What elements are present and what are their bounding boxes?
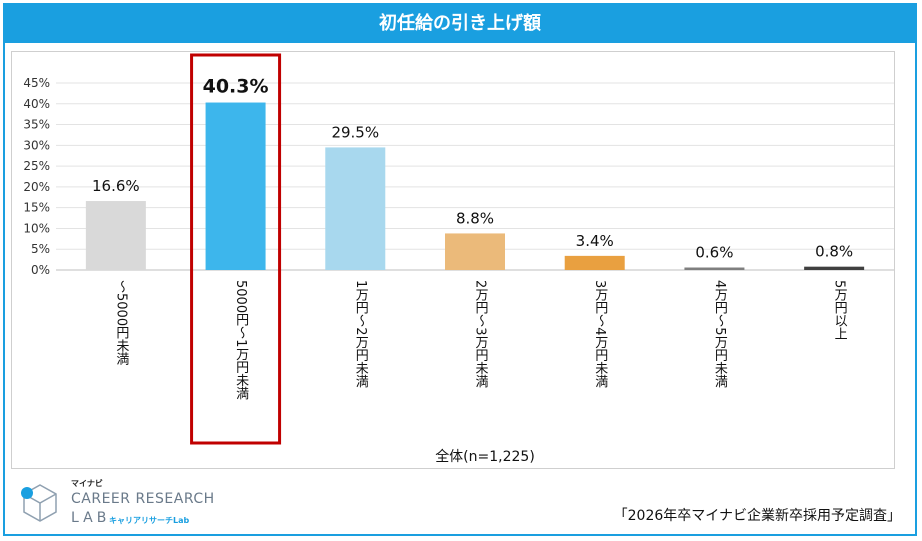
category-label: 5万円以上	[832, 280, 848, 340]
career-research-lab-logo: マイナビ CAREER RESEARCH LAB キャリアリサーチLab	[13, 475, 233, 535]
category-label: 4万円～5万円未満	[712, 280, 728, 388]
logo-brand: マイナビ	[71, 479, 103, 488]
category-label: 5000円～1万円未満	[233, 280, 249, 400]
y-tick-label: 5%	[31, 242, 50, 256]
logo-line1: CAREER RESEARCH	[71, 491, 215, 507]
logo-line2: LAB	[71, 510, 111, 526]
bar	[445, 233, 505, 270]
data-label: 8.8%	[456, 209, 494, 227]
y-tick-label: 15%	[23, 201, 50, 215]
y-tick-label: 45%	[23, 76, 50, 90]
data-label: 16.6%	[92, 177, 140, 195]
bar-chart: 0% 5% 10% 15% 20% 25% 30% 35% 40% 45% 16.6% ～5000円未…	[23, 53, 894, 465]
bar	[684, 267, 745, 270]
logo-subtitle: キャリアリサーチLab	[109, 516, 190, 525]
y-tick-label: 35%	[23, 118, 50, 132]
highlight-box	[190, 53, 282, 445]
data-label: 40.3%	[203, 76, 269, 98]
y-tick-label: 10%	[23, 221, 50, 235]
chart-frame: 初任給の引き上げ額 0% 5% 10% 15% 20% 25% 30% 35% 40% 45% 16…	[3, 3, 917, 536]
category-label: 3万円～4万円未満	[592, 280, 608, 388]
data-label: 3.4%	[576, 232, 614, 250]
data-label: 0.8%	[815, 243, 853, 261]
y-tick-label: 20%	[23, 180, 50, 194]
y-tick-label: 0%	[31, 263, 50, 277]
x-axis-label: 全体(n=1,225)	[435, 448, 535, 465]
bar	[804, 266, 865, 270]
data-label: 0.6%	[695, 244, 733, 262]
chart-panel: 0% 5% 10% 15% 20% 25% 30% 35% 40% 45% 16.6% ～5000円未…	[11, 51, 895, 469]
category-label: ～5000円未満	[113, 280, 129, 366]
cube-logo-icon	[21, 484, 57, 522]
bar	[564, 255, 625, 270]
data-label: 29.5%	[331, 123, 379, 141]
category-label: 2万円～3万円未満	[473, 280, 489, 388]
bar	[325, 147, 386, 270]
bar	[205, 102, 266, 270]
y-tick-label: 40%	[23, 97, 50, 111]
y-tick-label: 30%	[23, 138, 50, 152]
category-label: 1万円～2万円未満	[353, 280, 369, 388]
y-tick-label: 25%	[23, 159, 50, 173]
source-note: 「2026年卒マイナビ企業新卒採用予定調査」	[613, 508, 901, 524]
chart-title: 初任給の引き上げ額	[5, 5, 915, 43]
bar	[85, 201, 146, 270]
